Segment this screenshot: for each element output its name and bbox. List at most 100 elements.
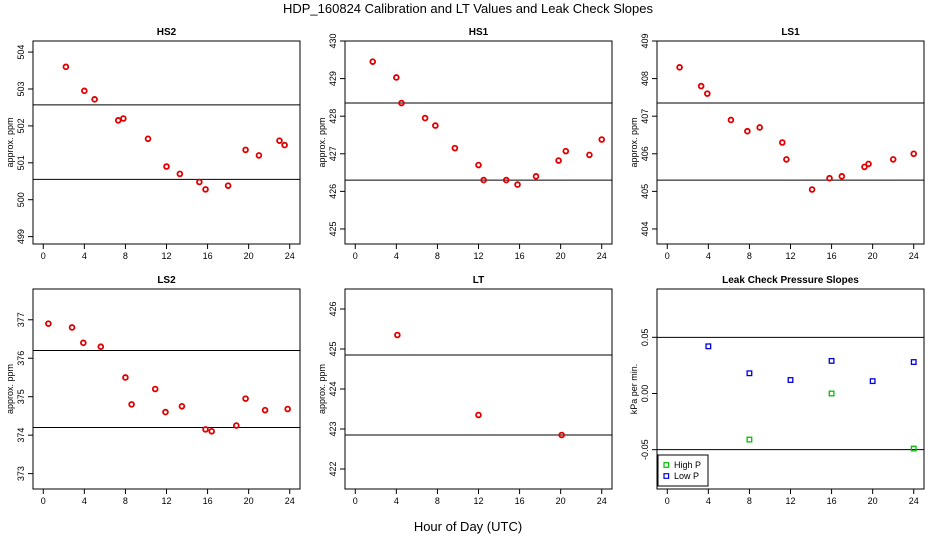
x-tick-label: 20 (556, 251, 566, 261)
panel-leak-check-pressure-slopes: Leak Check Pressure Slopes 0 4 8 12 16 20 24 -0.… (629, 275, 925, 506)
y-tick-label: 425 (328, 221, 338, 236)
x-tick-label: 8 (747, 496, 752, 506)
x-tick-label: 8 (123, 251, 128, 261)
x-tick-label: 16 (203, 251, 213, 261)
data-point (910, 359, 917, 365)
x-tick-label: 20 (244, 496, 254, 506)
x-tick-label: 24 (285, 251, 295, 261)
data-point (598, 136, 606, 143)
data-point (838, 173, 846, 180)
y-tick-label: 406 (640, 146, 650, 161)
y-tick-label: 0.00 (640, 385, 650, 403)
x-tick-label: 24 (597, 496, 607, 506)
y-tick-label: 424 (328, 381, 338, 396)
plot-frame (32, 40, 301, 245)
y-axis-label: approx. ppm (317, 364, 327, 414)
y-axis-label: approx. ppm (317, 117, 327, 167)
y-tick-label: 373 (16, 466, 26, 481)
data-point (242, 146, 249, 154)
data-point (45, 320, 52, 327)
y-tick-label: 408 (640, 71, 650, 86)
data-point (558, 431, 565, 439)
y-axis-label: approx. ppm (5, 364, 15, 414)
y-tick-label: 375 (16, 389, 26, 404)
legend-box (657, 454, 709, 487)
y-tick-label: 428 (328, 109, 338, 124)
x-tick-label: 12 (785, 496, 795, 506)
x-tick-label: 24 (285, 496, 295, 506)
data-point (202, 186, 209, 193)
panel-hs2: HS2 0 4 8 12 16 20 24 499 500 501 502 503 504 approx. … (5, 27, 301, 261)
x-tick-label: 4 (82, 251, 87, 261)
data-point (475, 411, 482, 419)
data-point (176, 170, 184, 178)
data-point (502, 176, 510, 184)
data-point (369, 58, 377, 65)
data-point (586, 151, 593, 159)
data-point (281, 141, 288, 149)
y-tick-label: 423 (328, 421, 338, 436)
panel-title: Leak Check Pressure Slopes (722, 275, 859, 286)
panel-ls1: LS1 0 4 8 12 16 20 24 404 405 406 407 408 409 approx. … (629, 27, 925, 261)
data-point (276, 137, 283, 144)
x-tick-label: 12 (161, 496, 171, 506)
data-point (393, 74, 400, 81)
x-tick-label: 4 (706, 251, 711, 261)
data-point (62, 63, 70, 71)
x-tick-label: 16 (827, 251, 837, 261)
data-point (122, 374, 129, 381)
data-point (756, 124, 763, 131)
data-point (865, 160, 872, 168)
plot-frame (344, 288, 613, 490)
y-axis-label: approx. ppm (5, 117, 15, 167)
panel-lt: LT 0 4 8 12 16 20 24 422 423 424 425 426 approx. ppm (317, 275, 613, 506)
data-point (727, 116, 735, 124)
data-point (128, 401, 135, 408)
data-point (394, 331, 401, 339)
x-tick-label: 24 (597, 251, 607, 261)
x-tick-label: 12 (473, 251, 483, 261)
y-tick-label: 500 (16, 192, 26, 207)
data-point (778, 139, 786, 146)
data-point (144, 135, 152, 143)
data-point (398, 99, 405, 107)
data-point (97, 343, 105, 350)
data-point (697, 82, 705, 90)
data-point (828, 357, 835, 364)
x-tick-label: 20 (244, 251, 254, 261)
data-point (196, 178, 203, 186)
y-axis-label: kPa per min. (629, 364, 639, 415)
data-point (120, 115, 127, 122)
x-tick-label: 0 (353, 496, 358, 506)
y-tick-label: 422 (328, 461, 338, 476)
data-point (224, 182, 232, 189)
y-tick-label: 429 (328, 71, 338, 86)
x-axis-label: Hour of Day (UTC) (413, 519, 523, 534)
data-point (746, 436, 753, 443)
x-tick-label: 0 (665, 496, 670, 506)
figure-title: HDP_160824 Calibration and LT Values and… (282, 1, 654, 16)
data-point (705, 343, 712, 350)
x-tick-label: 12 (785, 251, 795, 261)
data-point (81, 87, 88, 95)
x-tick-label: 8 (435, 251, 440, 261)
y-tick-label: 426 (328, 301, 338, 316)
legend-marker (663, 473, 670, 479)
data-point (910, 150, 918, 158)
x-tick-label: 0 (665, 251, 670, 261)
panel-hs1: HS1 0 4 8 12 16 20 24 425 426 427 428 429 430 approx. … (317, 27, 613, 261)
y-tick-label: 409 (640, 33, 650, 48)
data-point (826, 174, 833, 182)
data-point (255, 152, 263, 159)
data-point (151, 385, 159, 393)
data-point (910, 445, 917, 452)
data-point (208, 428, 215, 435)
x-tick-label: 12 (161, 251, 171, 261)
x-tick-label: 4 (706, 496, 711, 506)
plot-frame (32, 288, 301, 490)
plot-frame (656, 40, 925, 245)
x-tick-label: 8 (435, 496, 440, 506)
data-point (68, 324, 76, 331)
data-point (114, 117, 122, 124)
